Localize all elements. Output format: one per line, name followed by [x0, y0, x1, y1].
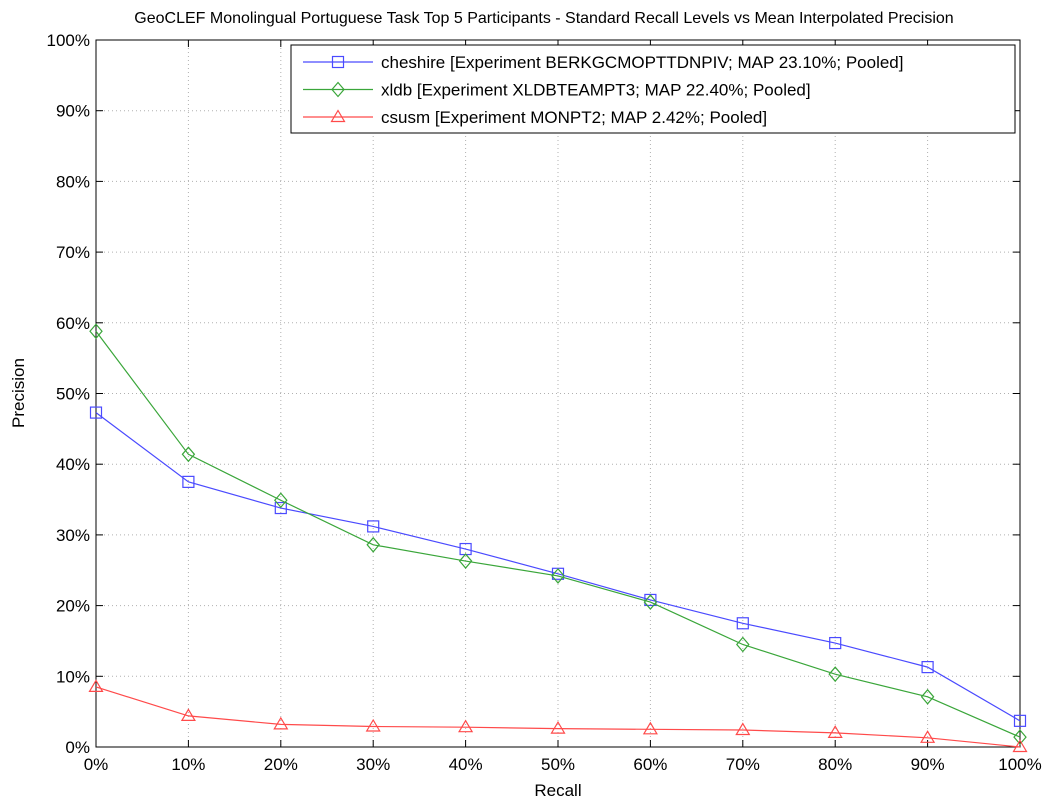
y-tick-label: 100% [47, 31, 90, 50]
data-point-diamond [920, 688, 935, 705]
data-point-square [182, 475, 195, 488]
y-tick-label: 70% [56, 243, 90, 262]
data-point-square [274, 501, 287, 515]
axis-ticks: 0% 10% 20% 30% 40% 50% 60% 70% 80% 90% 100% 0% 10% 20… [47, 31, 1042, 774]
grid [96, 40, 1020, 747]
y-tick-label: 50% [56, 385, 90, 404]
data-point-triangle [642, 721, 658, 735]
series-1 [89, 323, 1027, 746]
y-tick-label: 30% [56, 526, 90, 545]
x-tick-label: 0% [84, 755, 109, 774]
legend-label: csusm [Experiment MONPT2; MAP 2.42%; Poo… [381, 108, 767, 127]
x-axis-title: Recall [534, 781, 581, 800]
series-line [95, 412, 1021, 722]
data-point-triangle [1012, 739, 1028, 753]
legend: cheshire [Experiment BERKGCMOPTTDNPIV; M… [290, 44, 1016, 134]
data-point-triangle [920, 730, 936, 743]
series-line [95, 686, 1021, 748]
x-tick-label: 30% [356, 755, 390, 774]
data-point-diamond [551, 567, 565, 584]
y-tick-label: 0% [65, 738, 90, 757]
y-tick-label: 40% [56, 455, 90, 474]
y-tick-label: 10% [56, 667, 90, 686]
x-tick-label: 70% [726, 755, 760, 774]
data-point-diamond [181, 446, 196, 463]
data-point-diamond [331, 81, 345, 98]
legend-label: cheshire [Experiment BERKGCMOPTTDNPIV; M… [381, 53, 903, 72]
x-tick-label: 50% [541, 755, 575, 774]
y-tick-label: 20% [56, 597, 90, 616]
y-tick-label: 80% [56, 172, 90, 191]
data-point-square [921, 661, 934, 674]
data-point-triangle [827, 725, 843, 738]
series-line [95, 330, 1021, 738]
series-2 [88, 679, 1028, 753]
data-point-square [1013, 714, 1027, 727]
legend-entry: csusm [Experiment MONPT2; MAP 2.42%; Poo… [303, 108, 767, 127]
data-point-triangle [330, 109, 346, 123]
x-tick-label: 10% [171, 755, 205, 774]
y-tick-label: 60% [56, 314, 90, 333]
data-point-square [331, 55, 345, 69]
data-point-triangle [365, 718, 381, 732]
data-point-triangle [550, 720, 566, 734]
data-point-diamond [736, 636, 750, 653]
series-0 [89, 406, 1027, 727]
legend-label: xldb [Experiment XLDBTEAMPT3; MAP 22.40%… [381, 81, 811, 100]
x-tick-label: 90% [911, 755, 945, 774]
x-tick-label: 40% [449, 755, 483, 774]
y-axis-title: Precision [9, 358, 28, 428]
data-point-diamond [274, 492, 288, 509]
data-point-diamond [1013, 729, 1027, 746]
x-tick-label: 80% [818, 755, 852, 774]
data-point-triangle [735, 722, 751, 736]
x-tick-label: 100% [998, 755, 1041, 774]
data-point-triangle [273, 716, 289, 730]
x-tick-label: 20% [264, 755, 298, 774]
legend-box [290, 44, 1016, 134]
legend-entry: xldb [Experiment XLDBTEAMPT3; MAP 22.40%… [303, 81, 811, 100]
data-point-triangle [180, 708, 196, 721]
legend-entry: cheshire [Experiment BERKGCMOPTTDNPIV; M… [303, 53, 903, 72]
data-point-diamond [828, 666, 842, 683]
data-point-square [829, 636, 842, 650]
chart-title: GeoCLEF Monolingual Portuguese Task Top … [134, 10, 953, 27]
data-point-diamond [89, 323, 103, 340]
data-point-diamond [366, 536, 380, 553]
y-tick-label: 90% [56, 102, 90, 121]
data-point-square [367, 520, 380, 533]
data-point-diamond [643, 594, 658, 610]
data-point-diamond [458, 553, 473, 569]
data-point-triangle [458, 719, 474, 733]
data-point-triangle [88, 679, 104, 693]
data-point-square [736, 617, 749, 630]
data-point-square [89, 406, 103, 419]
series-layer [88, 323, 1028, 753]
x-tick-label: 60% [633, 755, 667, 774]
